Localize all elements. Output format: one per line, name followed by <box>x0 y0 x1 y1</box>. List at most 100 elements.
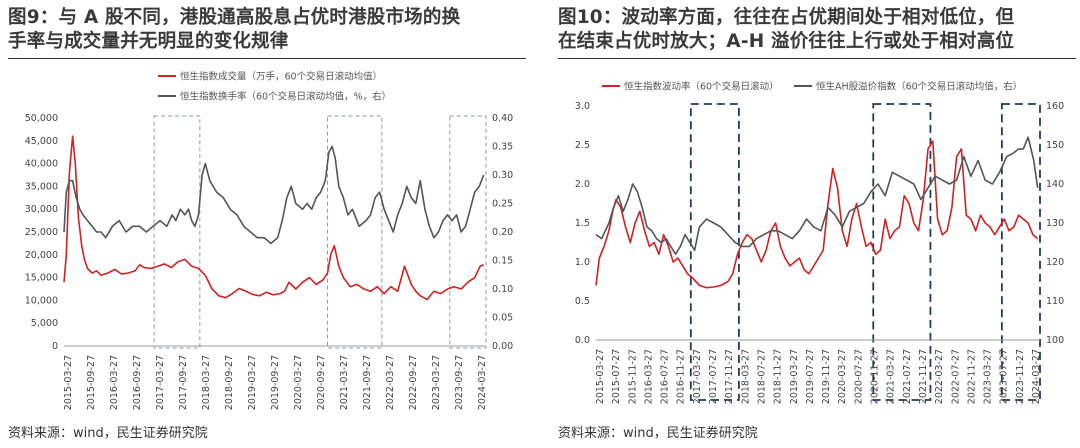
x-tick-label: 2019-09-27 <box>270 355 281 410</box>
title-divider <box>8 58 526 59</box>
y-right-tick-label: 100 <box>1046 335 1064 346</box>
series-line <box>595 136 1039 255</box>
x-tick-label: 2016-07-27 <box>660 349 671 404</box>
y-left-tick-label: 25,000 <box>25 227 58 238</box>
y-right-tick-label: 160 <box>1046 101 1064 112</box>
y-right-tick-label: 0.05 <box>492 313 513 324</box>
x-tick-label: 2020-03-27 <box>837 349 848 404</box>
highlight-period-box <box>153 115 201 349</box>
x-tick-label: 2020-09-27 <box>316 355 327 410</box>
x-tick-label: 2023-09-27 <box>454 355 465 410</box>
y-left-tick-label: 1.5 <box>575 218 590 229</box>
chart-figure-9: 0 5,000 10,000 15,000 20,000 25,000 30,000 35,0… <box>25 71 513 411</box>
x-tick-label: 2019-07-27 <box>805 349 816 404</box>
x-tick-label: 2021-11-27 <box>918 349 929 404</box>
x-tick-label: 2019-11-27 <box>821 349 832 404</box>
legend-label: 恒生指数波动率（60个交易日滚动） <box>624 81 779 93</box>
y-left-tick-label: 40,000 <box>25 159 58 170</box>
y-left-tick-label: 0.0 <box>575 335 590 346</box>
x-tick-label: 2022-03-27 <box>385 355 396 410</box>
x-tick-label: 2020-07-27 <box>853 349 864 404</box>
y-left-tick-label: 2.5 <box>575 140 590 151</box>
x-tick-label: 2019-03-27 <box>247 355 258 410</box>
y-right-tick-label: 0.10 <box>492 284 513 295</box>
x-tick-label: 2022-11-27 <box>966 349 977 404</box>
x-tick-label: 2024-03-27 <box>1031 349 1042 404</box>
x-tick-label: 2017-11-27 <box>724 349 735 404</box>
y-right-tick-label: 0.30 <box>492 170 513 181</box>
chart-title-line-2: 在结束占优时放大；A-H 溢价往往上行或处于相对高位 <box>558 31 1015 52</box>
y-left-tick-label: 1.0 <box>575 257 590 268</box>
y-right-tick-label: 0.00 <box>492 341 513 352</box>
y-right-tick-label: 0.40 <box>492 113 513 124</box>
highlight-period-box <box>872 103 932 401</box>
y-left-tick-label: 0.5 <box>575 296 590 307</box>
x-tick-label: 2020-11-27 <box>870 349 881 404</box>
y-right-tick-label: 0.25 <box>492 199 513 210</box>
y-left-tick-label: 50,000 <box>25 113 58 124</box>
x-tick-label: 2022-07-27 <box>950 349 961 404</box>
x-tick-label: 2020-03-27 <box>293 355 304 410</box>
x-tick-label: 2024-03-27 <box>477 355 488 410</box>
chart-title-line-2: 手率与成交量并无明显的变化规律 <box>8 31 289 52</box>
legend-label: 恒生指数换手率（60个交易日滚动均值，%，右） <box>180 91 391 103</box>
y-left-tick-label: 30,000 <box>25 204 58 215</box>
legend-label: 恒生AH股溢价指数（60个交易日滚动均值，右） <box>816 81 1022 93</box>
chart-title-line-1: 图9：与 A 股不同，港股通高股息占优时港股市场的换 <box>8 7 461 28</box>
x-tick-label: 2016-09-27 <box>132 355 143 410</box>
x-tick-label: 2023-03-27 <box>983 349 994 404</box>
x-tick-label: 2018-09-27 <box>224 355 235 410</box>
chart-title: 图10：波动率方面，往往在占优期间处于相对低位，但 在结束占优时放大；A-H 溢… <box>558 6 1078 54</box>
chart-figure-10: 0.0 0.5 1.0 1.5 2.0 2.5 3.0 100 110 120 130 140 150 1… <box>575 81 1064 405</box>
y-right-tick-label: 0.35 <box>492 142 513 153</box>
x-tick-label: 2017-07-27 <box>708 349 719 404</box>
figure-9-panel: 图9：与 A 股不同，港股通高股息占优时港股市场的换 手率与成交量并无明显的变化… <box>0 0 530 448</box>
y-right-tick-label: 0.15 <box>492 256 513 267</box>
x-tick-label: 2016-11-27 <box>676 349 687 404</box>
x-tick-label: 2015-07-27 <box>611 349 622 404</box>
legend-label: 恒生指数成交量（万手，60个交易日滚动均值） <box>180 71 382 83</box>
y-right-tick-label: 150 <box>1046 140 1064 151</box>
x-tick-label: 2023-07-27 <box>999 349 1010 404</box>
y-left-tick-label: 5,000 <box>31 318 58 329</box>
title-divider <box>558 58 1076 59</box>
x-tick-label: 2015-03-27 <box>595 349 606 404</box>
y-right-tick-label: 110 <box>1046 296 1064 307</box>
x-tick-label: 2022-03-27 <box>934 349 945 404</box>
x-tick-label: 2015-03-27 <box>63 355 74 410</box>
y-right-tick-label: 0.20 <box>492 227 513 238</box>
x-tick-label: 2018-03-27 <box>201 355 212 410</box>
series-line <box>595 140 1039 289</box>
y-right-tick-label: 130 <box>1046 218 1064 229</box>
y-left-tick-label: 10,000 <box>25 295 58 306</box>
x-tick-label: 2021-09-27 <box>362 355 373 410</box>
x-tick-label: 2017-03-27 <box>155 355 166 410</box>
highlight-period-box <box>327 115 383 349</box>
x-tick-label: 2021-03-27 <box>886 349 897 404</box>
chart-title-line-1: 图10：波动率方面，往往在占优期间处于相对低位，但 <box>558 7 1015 28</box>
chart-title: 图9：与 A 股不同，港股通高股息占优时港股市场的换 手率与成交量并无明显的变化… <box>8 6 528 54</box>
source-note: 资料来源：wind，民生证券研究院 <box>558 426 758 441</box>
x-tick-label: 2015-09-27 <box>86 355 97 410</box>
x-tick-label: 2016-03-27 <box>643 349 654 404</box>
series-line <box>63 145 485 245</box>
y-left-tick-label: 2.0 <box>575 179 590 190</box>
x-tick-label: 2018-03-27 <box>740 349 751 404</box>
x-tick-label: 2017-03-27 <box>692 349 703 404</box>
y-left-tick-label: 35,000 <box>25 181 58 192</box>
x-tick-label: 2016-03-27 <box>109 355 120 410</box>
source-note: 资料来源：wind，民生证券研究院 <box>8 426 208 441</box>
highlight-period-box <box>449 115 487 349</box>
series-line <box>63 135 484 301</box>
x-tick-label: 2018-11-27 <box>773 349 784 404</box>
x-tick-label: 2019-03-27 <box>789 349 800 404</box>
x-tick-label: 2023-11-27 <box>1015 349 1026 404</box>
x-tick-label: 2021-07-27 <box>902 349 913 404</box>
x-tick-label: 2015-11-27 <box>627 349 638 404</box>
x-tick-label: 2023-03-27 <box>431 355 442 410</box>
y-left-tick-label: 3.0 <box>575 101 590 112</box>
x-tick-label: 2017-09-27 <box>178 355 189 410</box>
y-left-tick-label: 15,000 <box>25 273 58 284</box>
y-right-tick-label: 120 <box>1046 257 1064 268</box>
highlight-period-box <box>1000 103 1041 401</box>
